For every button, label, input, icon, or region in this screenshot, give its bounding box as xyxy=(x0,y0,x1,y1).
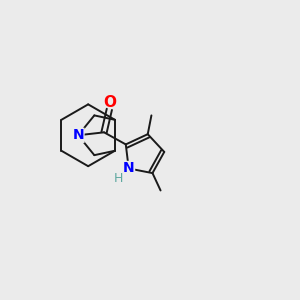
Text: O: O xyxy=(103,95,116,110)
Text: H: H xyxy=(114,172,123,184)
Text: N: N xyxy=(123,161,134,176)
Text: N: N xyxy=(72,128,84,142)
